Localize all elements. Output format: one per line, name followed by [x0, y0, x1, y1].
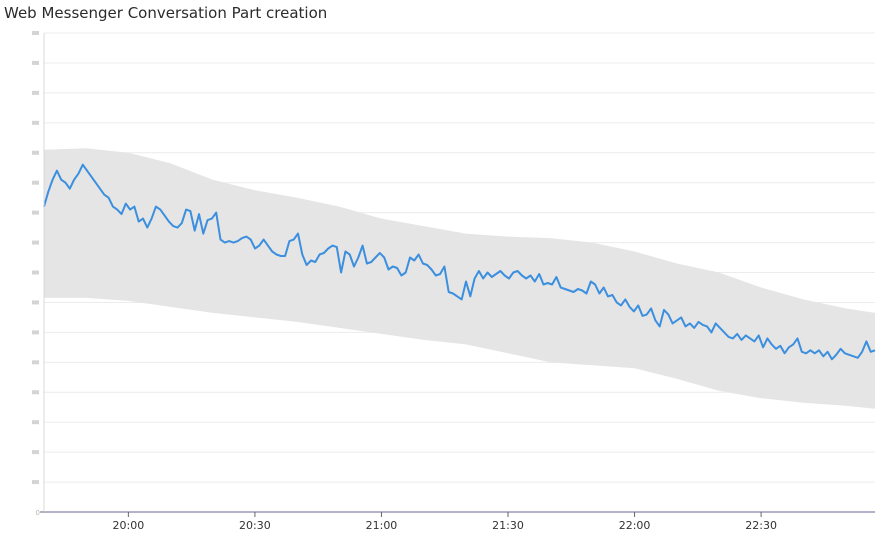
- y-tick-label: 0: [36, 509, 40, 517]
- y-tick-label-blurred: [32, 60, 39, 65]
- x-tick-label: 20:00: [113, 519, 145, 532]
- expected-range-band: [44, 148, 875, 409]
- y-tick-label-blurred: [32, 420, 39, 425]
- y-tick-label-blurred: [32, 210, 39, 215]
- x-tick-label: 22:00: [619, 519, 651, 532]
- y-tick-label-blurred: [32, 150, 39, 155]
- y-tick-label-blurred: [32, 360, 39, 365]
- y-ticks: 0: [32, 31, 44, 517]
- series-line: [43, 163, 876, 361]
- x-ticks: 20:00 20:30 21:00 21:30 22:00 22:30: [113, 512, 777, 532]
- y-tick-label-blurred: [32, 480, 39, 485]
- x-tick-label: 21:00: [366, 519, 398, 532]
- y-tick-label-blurred: [32, 31, 39, 35]
- y-tick-label-blurred: [32, 180, 39, 185]
- chart-title: Web Messenger Conversation Part creation: [4, 4, 328, 22]
- x-tick-label: 22:30: [745, 519, 777, 532]
- y-tick-label-blurred: [32, 390, 39, 395]
- y-tick-label-blurred: [32, 90, 39, 95]
- y-tick-label-blurred: [32, 300, 39, 305]
- y-tick-label-blurred: [32, 120, 39, 125]
- x-tick-label: 21:30: [492, 519, 524, 532]
- y-tick-label-blurred: [32, 240, 39, 245]
- x-tick-label: 20:30: [239, 519, 271, 532]
- y-tick-label-blurred: [32, 270, 39, 275]
- y-tick-label-blurred: [32, 330, 39, 335]
- y-tick-label-blurred: [32, 450, 39, 455]
